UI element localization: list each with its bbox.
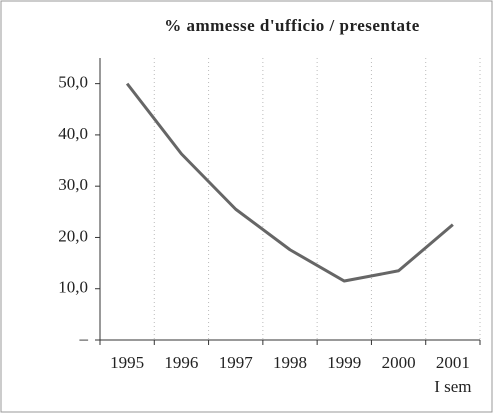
y-tick-label: 20,0 [58, 226, 88, 245]
x-tick-label: 2000 [382, 353, 416, 372]
x-tick-label: 2001 [436, 353, 470, 372]
chart-title: % ammesse d'ufficio / presentate [164, 16, 420, 35]
y-tick-label: 30,0 [58, 175, 88, 194]
x-tick-label: 1998 [273, 353, 307, 372]
y-tick-label: 50,0 [58, 73, 88, 92]
x-tick-label: 1999 [327, 353, 361, 372]
x-tick-label: 1996 [164, 353, 198, 372]
y-tick-label: 10,0 [58, 278, 88, 297]
data-line [125, 82, 454, 283]
x-tick-label: 1995 [110, 353, 144, 372]
y-tick-label: 40,0 [58, 124, 88, 143]
y-tick-label: – [79, 329, 89, 348]
x-tick-note: I sem [434, 377, 471, 396]
x-tick-label: 1997 [219, 353, 254, 372]
